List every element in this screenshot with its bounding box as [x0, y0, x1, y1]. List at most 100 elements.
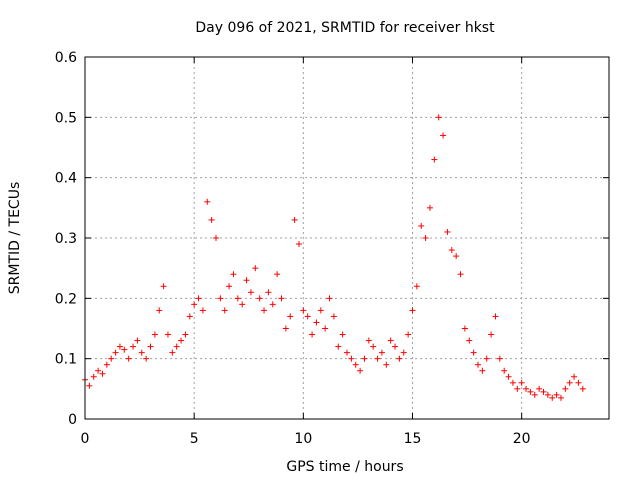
data-point	[544, 391, 551, 398]
data-point	[413, 283, 420, 290]
data-point	[99, 370, 106, 377]
data-point	[509, 379, 516, 386]
data-point	[527, 388, 534, 395]
data-point	[461, 325, 468, 332]
data-point	[121, 346, 128, 353]
data-point	[514, 385, 521, 392]
tick-layer: 0 0.1 0.2 0.3 0.4 0.5 0.6 0 5 10 15 20	[55, 50, 609, 447]
data-point	[431, 156, 438, 163]
data-point	[523, 385, 530, 392]
data-point	[217, 295, 224, 302]
data-point	[531, 391, 538, 398]
data-point	[400, 349, 407, 356]
data-point	[247, 289, 254, 296]
data-point	[549, 394, 556, 401]
data-point	[501, 367, 508, 374]
data-point	[579, 385, 586, 392]
y-tick-label: 0	[68, 412, 77, 428]
y-tick-label: 0.1	[55, 352, 77, 368]
y-tick-label: 0.4	[55, 171, 77, 187]
data-point	[125, 355, 132, 362]
data-point	[269, 301, 276, 308]
data-point	[130, 343, 137, 350]
data-point	[213, 235, 219, 241]
plot-frame	[84, 56, 610, 420]
data-point	[483, 355, 490, 362]
data-point	[304, 313, 311, 320]
data-point	[274, 271, 281, 278]
data-point	[252, 265, 259, 272]
data-point	[435, 114, 442, 121]
data-point	[278, 295, 285, 302]
data-point	[365, 337, 372, 344]
data-point	[418, 222, 425, 229]
data-point	[160, 283, 167, 290]
data-point	[448, 247, 455, 254]
x-tick-label: 20	[513, 431, 531, 447]
data-point	[492, 313, 499, 320]
data-point	[470, 349, 477, 356]
data-point	[444, 228, 451, 235]
y-tick-label: 0.2	[55, 291, 77, 307]
data-point	[396, 355, 403, 362]
data-point	[518, 379, 525, 386]
data-point	[112, 349, 119, 356]
y-tick-label: 0.6	[55, 50, 77, 66]
data-point	[344, 349, 350, 356]
data-point	[309, 331, 316, 338]
data-point	[361, 355, 368, 362]
data-point	[405, 331, 412, 338]
x-tick-label: 5	[190, 431, 199, 447]
chart-title: Day 096 of 2021, SRMTID for receiver hks…	[195, 20, 495, 36]
data-point	[475, 361, 481, 368]
data-point	[204, 198, 211, 205]
y-tick-label: 0.3	[55, 231, 77, 247]
data-point	[348, 355, 355, 362]
y-axis-label: SRMTID / TECUs	[7, 182, 23, 295]
data-point	[108, 355, 115, 362]
data-point	[291, 216, 298, 223]
data-point	[147, 343, 154, 350]
data-point	[169, 349, 176, 356]
data-point	[261, 307, 268, 314]
data-point	[322, 325, 329, 332]
data-point	[335, 343, 342, 350]
data-point	[182, 331, 189, 338]
data-point	[357, 367, 364, 374]
data-point	[282, 325, 289, 332]
data-point	[116, 343, 123, 350]
data-point	[256, 295, 263, 302]
data-point	[208, 216, 215, 223]
data-point	[409, 307, 416, 314]
data-point	[134, 337, 141, 344]
data-point	[300, 307, 307, 314]
data-point	[199, 307, 206, 314]
data-points	[82, 114, 586, 401]
data-point	[540, 388, 547, 395]
data-point	[195, 295, 202, 302]
data-point	[230, 271, 237, 278]
data-point	[352, 361, 359, 368]
data-point	[505, 373, 512, 380]
data-point	[387, 337, 394, 344]
data-point	[164, 331, 171, 338]
x-tick-label: 10	[294, 431, 312, 447]
data-point	[457, 271, 464, 278]
data-point	[440, 132, 447, 139]
data-point	[239, 301, 246, 308]
data-point	[496, 355, 503, 362]
data-point	[178, 337, 185, 344]
data-point	[186, 313, 193, 320]
data-point	[234, 295, 241, 302]
y-tick-label: 0.5	[55, 110, 77, 126]
data-point	[422, 235, 429, 241]
data-point	[370, 343, 377, 350]
data-point	[553, 391, 560, 398]
data-point	[287, 313, 294, 320]
data-point	[191, 301, 198, 308]
data-point	[265, 289, 272, 296]
data-point	[221, 307, 228, 314]
data-point	[295, 241, 302, 248]
x-axis-label: GPS time / hours	[286, 459, 403, 475]
